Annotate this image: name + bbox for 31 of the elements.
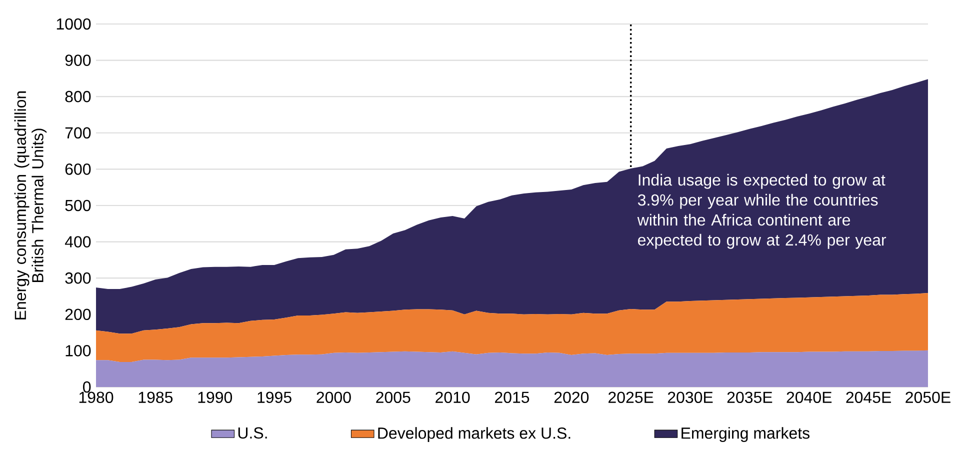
x-tick-label: 2045E bbox=[846, 392, 891, 404]
legend-label: U.S. bbox=[238, 427, 267, 439]
x-tick-label: 2030E bbox=[668, 392, 713, 404]
x-tick-label: 2005 bbox=[376, 392, 410, 404]
x-tick-label: 2015 bbox=[494, 392, 530, 404]
x-tick-label: 2010 bbox=[436, 392, 470, 404]
x-tick-label: 1980 bbox=[79, 392, 114, 404]
y-tick-label: 700 bbox=[65, 127, 91, 139]
y-tick-label: 0 bbox=[83, 381, 91, 393]
x-tick-label: 2025E bbox=[608, 392, 654, 404]
x-tick-label: 2020 bbox=[554, 392, 589, 404]
y-tick-label: 600 bbox=[65, 164, 91, 175]
legend-label: Emerging markets bbox=[682, 427, 810, 442]
y-tick-label: 800 bbox=[65, 90, 91, 102]
x-tick-label: 1995 bbox=[258, 392, 292, 404]
annotation: India usage is expected to grow at 3.9% per year while the countries within the Africa continent are expected to grow at 2.4% per year bbox=[637, 174, 886, 249]
y-axis-title: Energy consumption (quadrillion British Thermal Units) bbox=[14, 91, 47, 320]
legend-label: Developed markets ex U.S. bbox=[378, 427, 570, 442]
y-tick-label: 300 bbox=[65, 272, 91, 284]
x-tick-label: 2040E bbox=[786, 392, 832, 404]
x-tick-label: 1985 bbox=[138, 392, 173, 404]
y-tick-label: 900 bbox=[65, 54, 91, 66]
x-tick-label: 1990 bbox=[198, 392, 232, 404]
x-tick-label: 2035E bbox=[727, 392, 772, 404]
x-tick-label: 2000 bbox=[316, 392, 351, 404]
y-tick-label: 500 bbox=[65, 200, 91, 212]
y-tick-label: 200 bbox=[65, 308, 91, 320]
y-tick-label: 1000 bbox=[56, 18, 91, 30]
y-tick-label: 400 bbox=[64, 236, 91, 248]
y-tick-label: 100 bbox=[66, 345, 91, 356]
x-tick-label: 2050E bbox=[906, 392, 950, 404]
